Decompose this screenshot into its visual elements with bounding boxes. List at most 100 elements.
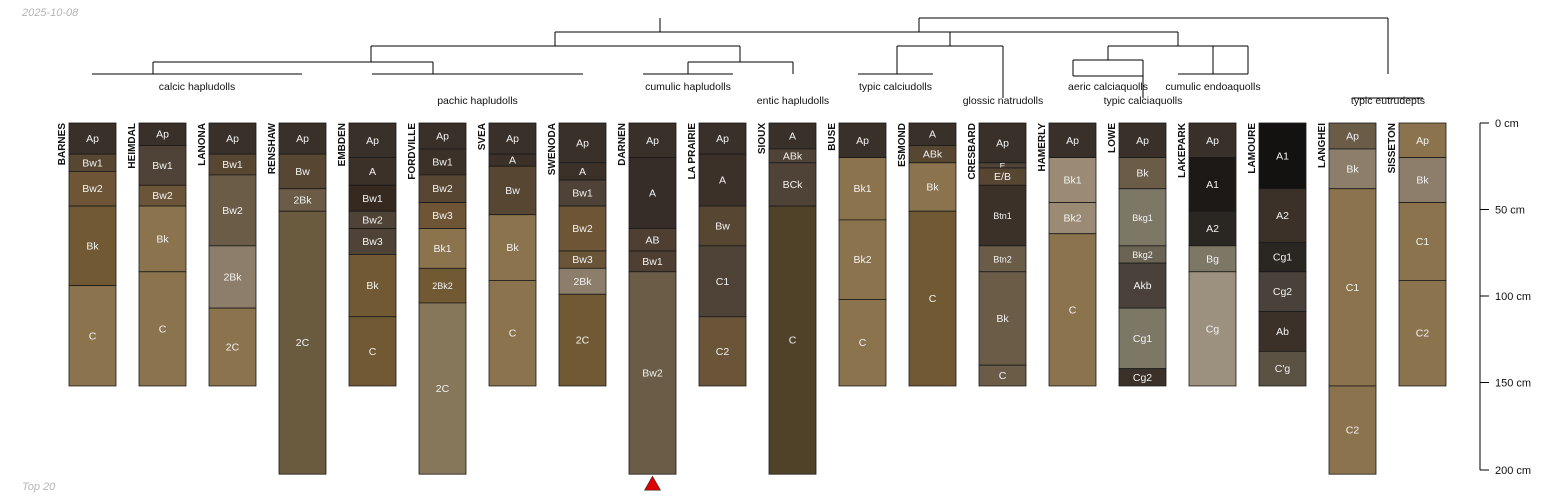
horizon-renshaw-bw — [278, 153, 327, 190]
profile-la-prairie: Ap A Bw C1 C2 LA PRAIRIE — [687, 122, 747, 387]
horizon-label: ABk — [783, 150, 803, 162]
horizon-lanona-bw2 — [208, 174, 257, 247]
horizon-lamoure-c-g — [1258, 350, 1307, 387]
horizon-label: 2Bk2 — [432, 281, 453, 291]
horizon-lamoure-cg2 — [1258, 271, 1307, 312]
profile-esmond: A ABk Bk C ESMOND — [897, 122, 957, 387]
horizon-label: Bkg2 — [1132, 250, 1153, 260]
profile-fordville: Ap Bw1 Bw2 Bw3 Bk1 2Bk2 2C FORDVILLE — [407, 122, 467, 475]
horizon-label: A2 — [1276, 210, 1289, 222]
horizon-embden-c — [348, 316, 397, 387]
profile-name: LA PRAIRIE — [687, 123, 698, 180]
horizon-label: Ap — [1136, 135, 1149, 147]
horizon-label: Ap — [296, 133, 309, 145]
group-label: aeric calciaquolls — [1068, 81, 1148, 93]
horizon-label: Cg2 — [1273, 286, 1292, 298]
horizon-label: C — [999, 370, 1007, 382]
horizon-label: Cg1 — [1133, 333, 1152, 345]
horizon-esmond-bk — [908, 162, 957, 212]
horizon-label: C — [509, 328, 517, 340]
horizon-label: Bw1 — [432, 156, 453, 168]
group-label: typic eutrudepts — [1351, 95, 1425, 107]
horizon-label: Bk — [86, 240, 99, 252]
horizon-label: Cg — [1206, 323, 1220, 335]
group-label: entic hapludolls — [757, 95, 829, 107]
horizon-label: Bw2 — [152, 190, 173, 202]
horizon-lakepark-cg — [1188, 271, 1237, 387]
horizon-hamerly-c — [1048, 233, 1097, 387]
profile-svea: Ap A Bw Bk C SVEA — [477, 122, 537, 387]
horizon-label: 2C — [436, 383, 450, 395]
profile-sisseton: Ap Bk C1 C2 SISSETON — [1387, 122, 1447, 387]
horizon-label: C2 — [1416, 328, 1430, 340]
horizon-barnes-ap — [68, 122, 117, 155]
horizon-label: A — [929, 129, 936, 141]
group-label: glossic natrudolls — [963, 95, 1044, 107]
horizon-label: Bk2 — [1063, 213, 1081, 225]
horizon-label: Ap — [1206, 135, 1219, 147]
horizon-label: Bk — [1346, 163, 1359, 175]
horizon-label: Bw2 — [572, 223, 593, 235]
horizon-buse-bk2 — [838, 219, 887, 300]
profile-name: BUSE — [827, 123, 838, 151]
profile-hamerly: Ap Bk1 Bk2 C HAMERLY — [1037, 122, 1097, 387]
profile-lowe: Ap Bk Bkg1 Bkg2 Akb Cg1 Cg2 LOWE — [1107, 122, 1167, 387]
horizon-label: Bk1 — [853, 183, 871, 195]
horizon-label: 2Bk — [293, 194, 312, 206]
horizon-label: C1 — [716, 276, 730, 288]
horizon-label: C'g — [1275, 363, 1291, 375]
horizon-label: C2 — [1346, 425, 1360, 437]
horizon-label: Ap — [436, 130, 449, 142]
horizon-la-prairie-ap — [698, 122, 747, 155]
horizon-svea-bk — [488, 214, 537, 281]
horizon-label: 2C — [576, 335, 590, 347]
profile-name: SISSETON — [1387, 123, 1398, 173]
horizon-esmond-c — [908, 210, 957, 387]
horizon-label: A — [649, 188, 656, 200]
horizon-cresbard-bk — [978, 271, 1027, 366]
horizon-lanona-2bk — [208, 245, 257, 309]
taxonomy-dendrogram: calcic hapludolls pachic hapludolls cumuli… — [92, 17, 1425, 107]
horizon-label: E/B — [994, 171, 1011, 183]
horizon-label: C2 — [716, 346, 730, 358]
horizon-label: Bw3 — [362, 236, 383, 248]
horizon-label: Bw3 — [572, 254, 593, 266]
horizon-lanona-2c — [208, 307, 257, 387]
profile-name: BARNES — [57, 123, 68, 166]
horizon-la-prairie-c1 — [698, 245, 747, 318]
horizon-label: ABk — [923, 149, 943, 161]
horizon-label: Cg2 — [1133, 372, 1152, 384]
horizon-heimdal-bk — [138, 205, 187, 273]
horizon-label: A — [719, 175, 726, 187]
horizon-label: Bw2 — [222, 205, 243, 217]
horizon-barnes-bw2 — [68, 171, 117, 207]
profile-darnen: Ap A AB Bw1 Bw2 DARNEN — [617, 122, 677, 475]
horizon-label: E — [1000, 161, 1006, 171]
profile-sioux: A ABk BCk C SIOUX — [757, 122, 817, 475]
footer-label: Top 20 — [22, 481, 56, 493]
horizon-swenoda-bw2 — [558, 205, 607, 252]
profile-buse: Ap Bk1 Bk2 C BUSE — [827, 122, 887, 387]
horizon-svea-c — [488, 280, 537, 387]
group-label: pachic hapludolls — [437, 95, 518, 107]
horizon-swenoda-ap — [558, 122, 607, 164]
horizon-label: Bw2 — [362, 214, 383, 226]
horizon-la-prairie-a — [698, 153, 747, 207]
group-label: typic calciaquolls — [1104, 95, 1183, 107]
horizon-label: Btn1 — [993, 211, 1012, 221]
horizon-label: Ab — [1276, 326, 1289, 338]
horizon-lamoure-a2 — [1258, 188, 1307, 243]
profile-name: LANGHEI — [1317, 123, 1328, 168]
horizon-lakepark-bg — [1188, 245, 1237, 273]
horizon-label: Ap — [646, 135, 659, 147]
axis-tick-label: 50 cm — [1495, 205, 1525, 217]
horizon-label: 2C — [296, 337, 310, 349]
horizon-label: C — [369, 346, 377, 358]
profile-name: HEIMDAL — [127, 123, 138, 169]
horizon-sioux-a — [768, 122, 817, 150]
horizon-renshaw-2c — [278, 210, 327, 475]
horizon-darnen-a — [628, 157, 677, 229]
profile-swenoda: Ap A Bw1 Bw2 Bw3 2Bk 2C SWENODA — [547, 122, 607, 387]
